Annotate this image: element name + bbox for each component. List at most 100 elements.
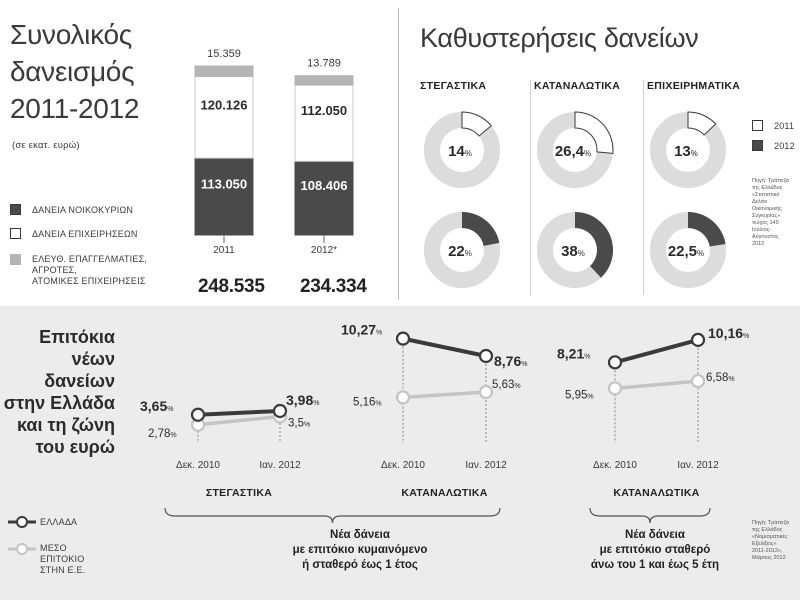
- brace1-line3: ή σταθερό έως 1 έτος: [302, 559, 418, 571]
- rates-source: Πηγή: Τράπεζα της Ελλάδος «Νομισματικές Εξε…: [752, 520, 798, 562]
- rate-line-2-1: [402, 336, 487, 358]
- rate-point-2-1-2: [478, 348, 494, 364]
- rates-source-line-2: της Ελλάδος: [752, 527, 783, 533]
- brace2-line2: με επιτόκιο σταθερό: [599, 544, 711, 556]
- rate-point-2-1-1: [395, 331, 411, 346]
- top-divider: [398, 8, 399, 300]
- arrears-source-line-4: Δελτίο: [752, 199, 768, 205]
- bar-segment-3-2: [294, 75, 354, 86]
- rate-panel-label-1: ΣΤΕΓΑΣΤΙΚΑ: [206, 487, 272, 499]
- brace2-line1: Νέα δάνεια: [625, 529, 685, 541]
- bar-top-label-1: 15.359: [207, 48, 241, 60]
- rates-title-line-4: στην Ελλάδα: [3, 393, 115, 413]
- arrears-legend-2012-label: 2012: [774, 141, 795, 151]
- legend-eu-label3: ΣΤΗΝ Ε.Ε.: [40, 565, 86, 575]
- rates-source-line-4: Εξελίξεις»: [752, 541, 777, 547]
- legend-eu-label1: ΜΕΣΟ: [40, 543, 67, 553]
- arrears-source-line-5: Οικονομικής: [752, 206, 782, 212]
- legend-greece-label: ΕΛΛΑΔΑ: [40, 517, 78, 527]
- legend-selfemployed-swatch: [10, 254, 21, 265]
- donut-slice-2: [574, 111, 614, 154]
- rates-title-line-5: και τη ζώνη: [16, 415, 115, 435]
- rate-point-3-2-2: [690, 373, 706, 389]
- rate-label-2-2-2: 5,63%: [492, 379, 521, 391]
- legend-households-label: ΔΑΝΕΙΑ ΝΟΙΚΟΚΥΡΙΩΝ: [32, 205, 134, 215]
- rate-xlabel-1-1: Δεκ. 2010: [176, 460, 220, 471]
- loans-unit: (σε εκατ. ευρώ): [12, 140, 80, 151]
- rates-source-line-3: «Νομισματικές: [752, 534, 788, 540]
- arrears-title: Καθυστερήσεις δανείων: [420, 23, 699, 53]
- arrears-cat-consumer: ΚΑΤΑΝΑΛΩΤΙΚΑ: [534, 80, 621, 92]
- rate-panel-label-3: ΚΑΤΑΝΑΛΩΤΙΚΑ: [613, 487, 699, 499]
- brace1-line1: Νέα δάνεια: [330, 529, 390, 541]
- donut-slice-6: [688, 212, 726, 247]
- bar-segment-3-1: [194, 65, 254, 77]
- legend-business-swatch: [10, 228, 21, 239]
- donut-label-1: 14%: [448, 143, 472, 160]
- arrears-donut-charts: 14% 26,4% 13% 22% 38% 22,5%: [424, 111, 726, 288]
- arrears-source-line-8: Ιούλιος-: [752, 227, 772, 233]
- bar-value-label-1-1: 113.050: [201, 177, 247, 192]
- rate-label-1-1-1: 3,65%: [140, 398, 173, 414]
- bar-segment-2-2: [294, 84, 354, 162]
- rate-point-3-1-2: [690, 332, 706, 348]
- rate-line-1-1: [197, 408, 281, 417]
- arrears-legend-2011-swatch: [752, 120, 763, 131]
- loans-stacked-bar-chart: 113.050 120.126 15.359 2011 108.406 112.050 13…: [194, 48, 354, 256]
- total-2012: 234.334: [300, 276, 367, 297]
- rate-point-2-2-1: [395, 390, 411, 405]
- donut-slice-4: [462, 212, 500, 246]
- legend-business-label: ΔΑΝΕΙΑ ΕΠΙΧΕΙΡΗΣΕΩΝ: [32, 229, 138, 239]
- rate-label-3-2-1: 5,95%: [565, 389, 594, 401]
- loans-title-line3: 2011-2012: [10, 93, 140, 124]
- bar-value-label-1-2: 108.406: [301, 178, 348, 193]
- rate-line-3-1: [614, 337, 699, 365]
- bar-value-label-2-2: 112.050: [301, 103, 347, 118]
- arrears-source-line-3: «Στατιστικό: [752, 192, 780, 198]
- arrears-source-line-7: τεύχος 140: [752, 220, 779, 226]
- arrears-divider-2: [643, 80, 644, 295]
- rate-xlabel-3-2: Ιαν. 2012: [677, 460, 719, 471]
- arrears-cat-business: ΕΠΙΧΕΙΡΗΜΑΤΙΚΑ: [647, 80, 741, 92]
- donut-label-6: 22,5%: [668, 243, 704, 260]
- rate-xlabel-1-2: Ιαν. 2012: [259, 460, 301, 471]
- rates-title-line-3: δανείων: [44, 371, 115, 391]
- legend-selfemployed-label3: ΑΤΟΜΙΚΕΣ ΕΠΙΧΕΙΡΗΣΕΙΣ: [32, 276, 146, 286]
- rates-source-line-6: Μάρτιος 2012: [752, 555, 786, 561]
- rates-title-line-2: νέων: [71, 349, 115, 369]
- bar-segment-1-1: [194, 157, 254, 236]
- rates-title-line-1: Επιτόκια: [39, 327, 115, 347]
- total-2011: 248.535: [198, 276, 265, 297]
- arrears-cat-housing: ΣΤΕΓΑΣΤΙΚΑ: [420, 80, 487, 92]
- rate-line-1-2: [197, 414, 281, 427]
- bar-top-label-2: 13.789: [307, 58, 341, 70]
- rate-line-2-2: [402, 390, 487, 400]
- legend-selfemployed-label1: ΕΛΕΥΘ. ΕΠΑΓΓΕΛΜΑΤΙΕΣ,: [32, 254, 148, 264]
- rate-point-2-2-2: [478, 384, 494, 400]
- rate-point-1-1-2: [272, 403, 288, 419]
- legend-households-swatch: [10, 204, 21, 215]
- rate-label-2-1-2: 8,76%: [494, 353, 527, 369]
- rate-label-2-2-1: 5,16%: [353, 396, 382, 408]
- arrears-source-line-1: Πηγή: Τράπεζα: [752, 178, 789, 184]
- rate-point-3-2-1: [607, 381, 623, 396]
- arrears-source-line-2: της Ελλάδος: [752, 185, 783, 191]
- rate-label-1-2-1: 2,78%: [148, 428, 177, 440]
- rate-label-1-2-2: 3,5%: [288, 418, 310, 430]
- rate-line-3-2: [614, 379, 699, 391]
- donut-label-2: 26,4%: [555, 143, 591, 160]
- bar-value-label-2-1: 120.126: [201, 97, 248, 112]
- arrears-divider-1: [530, 80, 531, 295]
- donut-label-4: 22%: [448, 243, 472, 260]
- arrears-source-line-10: 2012: [752, 241, 765, 247]
- donut-label-5: 38%: [561, 243, 585, 260]
- rate-label-3-1-2: 10,16%: [708, 325, 749, 341]
- rate-label-3-1-1: 8,21%: [557, 345, 590, 361]
- donut-label-3: 13%: [674, 143, 698, 160]
- arrears-legend-2012-swatch: [752, 140, 763, 151]
- rate-xlabel-3-1: Δεκ. 2010: [593, 460, 637, 471]
- loans-title-line2: δανεισμός: [10, 56, 135, 87]
- rates-band: [0, 306, 800, 600]
- legend-eu-icon: [8, 543, 36, 555]
- rate-panel-label-2: ΚΑΤΑΝΑΛΩΤΙΚΑ: [401, 487, 487, 499]
